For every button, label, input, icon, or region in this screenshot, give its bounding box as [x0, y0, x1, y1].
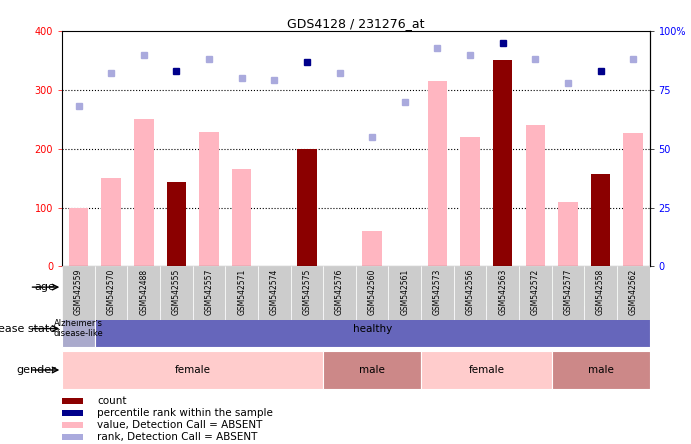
Bar — [62, 266, 95, 320]
Text: male: male — [587, 365, 614, 375]
Bar — [62, 398, 83, 404]
Text: GSM542556: GSM542556 — [466, 269, 475, 315]
Bar — [232, 169, 252, 266]
Text: Alzheimer's
disease-like: Alzheimer's disease-like — [54, 319, 104, 338]
Bar — [519, 266, 551, 320]
Bar — [291, 266, 323, 320]
Text: GSM542574: GSM542574 — [269, 269, 278, 315]
Bar — [297, 149, 316, 266]
Bar — [591, 174, 610, 266]
Text: GSM542558: GSM542558 — [596, 269, 605, 315]
Text: percentile rank within the sample: percentile rank within the sample — [97, 408, 274, 418]
Text: GSM542570: GSM542570 — [106, 269, 115, 315]
Bar — [134, 119, 153, 266]
Text: female: female — [175, 365, 211, 375]
Bar — [421, 351, 551, 388]
Bar — [551, 266, 585, 320]
Bar — [62, 351, 323, 388]
Bar — [225, 266, 258, 320]
Bar — [102, 178, 121, 266]
Bar — [199, 132, 219, 266]
Bar — [160, 266, 193, 320]
Bar — [460, 137, 480, 266]
Text: female: female — [468, 365, 504, 375]
Text: male: male — [359, 365, 385, 375]
Bar — [62, 269, 454, 306]
Text: GSM542557: GSM542557 — [205, 269, 214, 315]
Text: GSM542571: GSM542571 — [237, 269, 246, 315]
Text: healthy: healthy — [352, 324, 392, 333]
Title: GDS4128 / 231276_at: GDS4128 / 231276_at — [287, 17, 424, 30]
Text: disease state: disease state — [0, 324, 56, 333]
Text: age: age — [35, 282, 56, 292]
Text: GSM542488: GSM542488 — [140, 269, 149, 315]
Bar — [127, 266, 160, 320]
Bar — [62, 310, 95, 347]
Text: GSM542562: GSM542562 — [629, 269, 638, 315]
Text: young adult: young adult — [520, 282, 583, 292]
Text: GSM542576: GSM542576 — [335, 269, 344, 315]
Bar — [526, 125, 545, 266]
Bar — [623, 133, 643, 266]
Bar — [388, 266, 421, 320]
Text: GSM542572: GSM542572 — [531, 269, 540, 315]
Bar — [258, 266, 291, 320]
Bar — [323, 351, 421, 388]
Bar — [95, 266, 127, 320]
Text: gender: gender — [16, 365, 56, 375]
Text: GSM542575: GSM542575 — [303, 269, 312, 315]
Bar — [62, 410, 83, 416]
Bar — [356, 266, 388, 320]
Text: GSM542563: GSM542563 — [498, 269, 507, 315]
Bar — [421, 266, 454, 320]
Bar — [167, 182, 186, 266]
Bar — [428, 81, 447, 266]
Text: rank, Detection Call = ABSENT: rank, Detection Call = ABSENT — [97, 432, 258, 442]
Text: GSM542559: GSM542559 — [74, 269, 83, 315]
Bar — [62, 434, 83, 440]
Bar — [454, 269, 650, 306]
Text: GSM542573: GSM542573 — [433, 269, 442, 315]
Text: GSM542555: GSM542555 — [172, 269, 181, 315]
Bar — [585, 266, 617, 320]
Bar — [558, 202, 578, 266]
Bar — [493, 60, 513, 266]
Text: GSM542561: GSM542561 — [400, 269, 409, 315]
Text: count: count — [97, 396, 127, 406]
Text: GSM542577: GSM542577 — [563, 269, 572, 315]
Text: GSM542560: GSM542560 — [368, 269, 377, 315]
Bar — [323, 266, 356, 320]
Text: old: old — [250, 282, 266, 292]
Bar — [68, 208, 88, 266]
Bar — [62, 422, 83, 428]
Bar — [551, 351, 650, 388]
Bar — [193, 266, 225, 320]
Bar — [617, 266, 650, 320]
Bar — [454, 266, 486, 320]
Bar — [486, 266, 519, 320]
Text: value, Detection Call = ABSENT: value, Detection Call = ABSENT — [97, 420, 263, 430]
Bar — [362, 231, 382, 266]
